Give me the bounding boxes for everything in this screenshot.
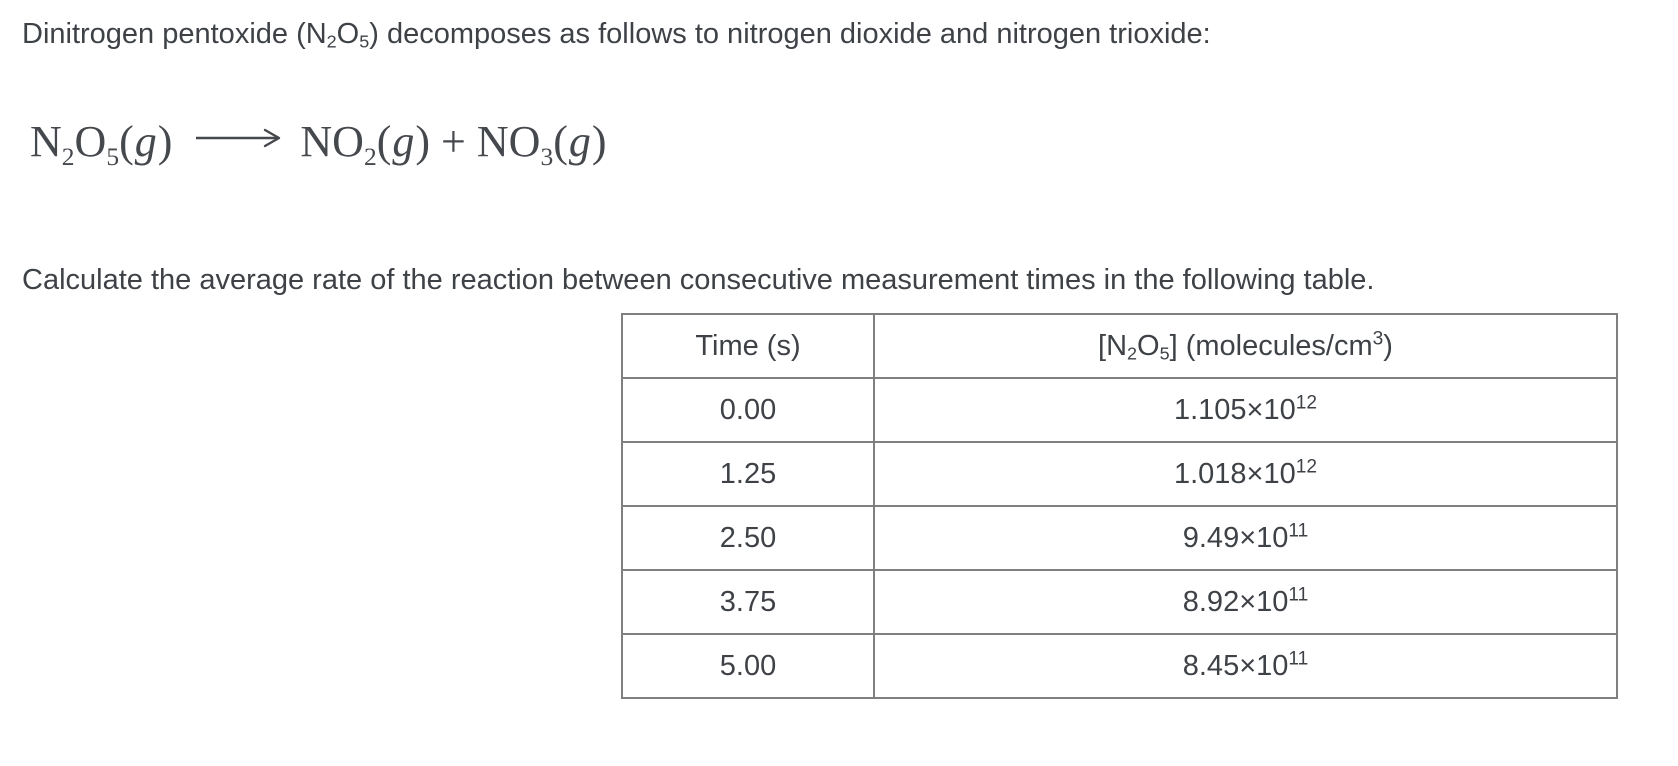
table-row: 5.00 8.45×1011 [621,633,1618,699]
table-row: 0.00 1.105×1012 [621,377,1618,443]
table-row: 1.25 1.018×1012 [621,441,1618,507]
concentration-column-header: [N2O5] (molecules/cm3) [873,313,1618,379]
concentration-exponent: 11 [1288,583,1309,605]
concentration-exponent: 12 [1295,455,1318,477]
task-instruction: Calculate the average rate of the reacti… [22,264,1375,296]
problem-statement: Dinitrogen pentoxide (N2O5) decomposes a… [22,18,1211,52]
concentration-exponent: 12 [1295,391,1318,413]
concentration-exponent: 11 [1288,647,1309,669]
concentration-mantissa: 8.45×10 [1182,649,1289,682]
concentration-mantissa: 9.49×10 [1182,521,1289,554]
time-cell: 0.00 [621,377,875,443]
concentration-cell: 8.92×1011 [873,569,1618,635]
reaction-arrow-icon [194,126,282,150]
measurement-table: Time (s) [N2O5] (molecules/cm3) 0.00 1.1… [621,313,1618,699]
time-cell: 2.50 [621,505,875,571]
table-row: 2.50 9.49×1011 [621,505,1618,571]
concentration-cell: 8.45×1011 [873,633,1618,699]
concentration-exponent: 11 [1288,519,1309,541]
concentration-mantissa: 1.018×10 [1173,457,1296,490]
time-cell: 1.25 [621,441,875,507]
concentration-mantissa: 1.105×10 [1173,393,1296,426]
table-row: 3.75 8.92×1011 [621,569,1618,635]
header-row: Time (s) [N2O5] (molecules/cm3) [621,313,1618,379]
time-column-header: Time (s) [621,313,875,379]
measurement-table-body: 0.00 1.105×1012 1.25 1.018×1012 2.50 9.4… [621,377,1618,699]
concentration-cell: 1.018×1012 [873,441,1618,507]
time-cell: 5.00 [621,633,875,699]
time-cell: 3.75 [621,569,875,635]
chemical-equation: N2O5(g) NO2(g) + NO3(g) [30,117,607,171]
concentration-cell: 9.49×1011 [873,505,1618,571]
concentration-cell: 1.105×1012 [873,377,1618,443]
measurement-table-header: Time (s) [N2O5] (molecules/cm3) [621,313,1618,379]
concentration-mantissa: 8.92×10 [1182,585,1289,618]
